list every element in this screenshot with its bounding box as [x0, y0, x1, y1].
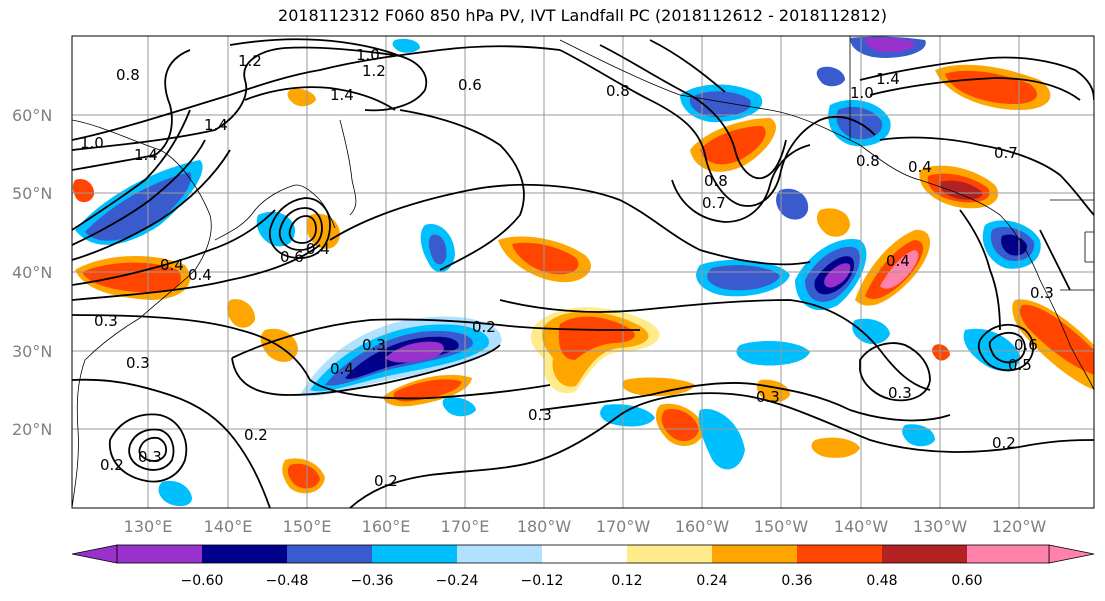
contour-label: 0.4 — [908, 158, 932, 176]
contour-label: 1.0 — [850, 84, 874, 102]
pv-contours — [72, 38, 1094, 508]
contour-label: 0.8 — [856, 152, 880, 170]
colorbar-segment — [542, 545, 627, 563]
contour-label: 0.2 — [244, 426, 268, 444]
colorbar-tick-label: 0.12 — [611, 573, 642, 589]
colorbar: −0.60 −0.48 −0.36 −0.24 −0.12 0.12 0.24 … — [71, 544, 1095, 589]
contour-label: 0.8 — [116, 66, 140, 84]
contour-label: 0.2 — [992, 434, 1016, 452]
lon-label: 170°E — [441, 517, 490, 536]
lat-label: 60°N — [12, 106, 52, 125]
lon-label: 150°E — [283, 517, 332, 536]
contour-label: 0.7 — [702, 194, 726, 212]
contour-label: 0.4 — [160, 256, 184, 274]
colorbar-tick-label: 0.24 — [696, 573, 727, 589]
colorbar-segment — [797, 545, 882, 563]
contour-label: 0.3 — [138, 448, 162, 466]
contour-label: 0.6 — [1014, 336, 1038, 354]
colorbar-tick-label: −0.60 — [181, 573, 224, 589]
colorbar-segment — [372, 545, 457, 563]
contour-label: 1.2 — [362, 62, 386, 80]
lon-label: 150°W — [754, 517, 809, 536]
contour-label: 1.2 — [238, 52, 262, 70]
colorbar-tick-label: −0.36 — [351, 573, 394, 589]
contour-label: 1.4 — [204, 116, 228, 134]
lat-label: 20°N — [12, 420, 52, 439]
colorbar-tick-label: −0.48 — [266, 573, 309, 589]
lon-label: 160°E — [362, 517, 411, 536]
lon-label: 140°W — [834, 517, 889, 536]
lat-label: 50°N — [12, 184, 52, 203]
colorbar-tick-label: −0.12 — [521, 573, 564, 589]
contour-label: 0.2 — [374, 472, 398, 490]
colorbar-segment — [117, 545, 202, 563]
colorbar-tick-label: −0.24 — [436, 573, 479, 589]
colorbar-frame — [116, 544, 1050, 564]
lon-label: 170°W — [596, 517, 651, 536]
contour-label: 0.8 — [704, 172, 728, 190]
colorbar-segment — [967, 545, 1049, 563]
plot-frame — [71, 35, 1095, 509]
contour-label: 0.2 — [472, 318, 496, 336]
contour-label: 0.3 — [362, 336, 386, 354]
lat-label: 30°N — [12, 342, 52, 361]
contour-label: 0.3 — [1030, 284, 1054, 302]
contour-label: 0.3 — [888, 384, 912, 402]
latitude-labels: 60°N 50°N 40°N 30°N 20°N — [12, 106, 52, 439]
contour-label: 1.4 — [134, 146, 158, 164]
contour-label: 0.5 — [1008, 356, 1032, 374]
map-title: 2018112312 F060 850 hPa PV, IVT Landfall… — [278, 6, 887, 25]
colorbar-tick-label: 0.60 — [951, 573, 982, 589]
contour-label: 1.4 — [330, 86, 354, 104]
contour-label: 1.4 — [876, 70, 900, 88]
contour-label: 0.4 — [330, 360, 354, 378]
colorbar-segment — [712, 545, 797, 563]
lon-label: 140°E — [204, 517, 253, 536]
lon-label: 160°W — [675, 517, 730, 536]
lon-label: 180°W — [517, 517, 572, 536]
graticule — [72, 36, 1094, 508]
contour-label: 0.3 — [94, 312, 118, 330]
lat-label: 40°N — [12, 263, 52, 282]
contour-labels: 1.2 1.0 1.2 0.8 1.4 1.4 0.6 1.0 1.4 0.8 … — [80, 46, 1054, 490]
colorbar-extend-high — [1048, 544, 1095, 564]
contour-label: 0.6 — [280, 248, 304, 266]
contour-label: 0.2 — [100, 456, 124, 474]
lon-label: 130°W — [913, 517, 968, 536]
colorbar-tick-label: 0.36 — [781, 573, 812, 589]
contour-label: 0.4 — [306, 240, 330, 258]
contour-label: 0.7 — [994, 144, 1018, 162]
colorbar-segment — [457, 545, 542, 563]
contour-label: 0.4 — [188, 266, 212, 284]
colorbar-segment — [627, 545, 712, 563]
lon-label: 130°E — [124, 517, 173, 536]
colorbar-segment — [202, 545, 287, 563]
contour-label: 1.0 — [356, 46, 380, 64]
colorbar-segment — [882, 545, 967, 563]
contour-label: 1.0 — [80, 134, 104, 152]
contour-label: 0.4 — [886, 252, 910, 270]
colorbar-extend-low — [71, 544, 118, 564]
contour-label: 0.6 — [458, 76, 482, 94]
colorbar-tick-label: 0.48 — [866, 573, 897, 589]
contour-label: 0.3 — [756, 388, 780, 406]
contour-label: 0.3 — [528, 406, 552, 424]
contour-label: 0.8 — [606, 82, 630, 100]
contour-label: 0.3 — [126, 354, 150, 372]
colorbar-segment — [287, 545, 372, 563]
lon-label: 120°W — [992, 517, 1047, 536]
longitude-labels: 130°E 140°E 150°E 160°E 170°E 180°W 170°… — [124, 517, 1047, 536]
